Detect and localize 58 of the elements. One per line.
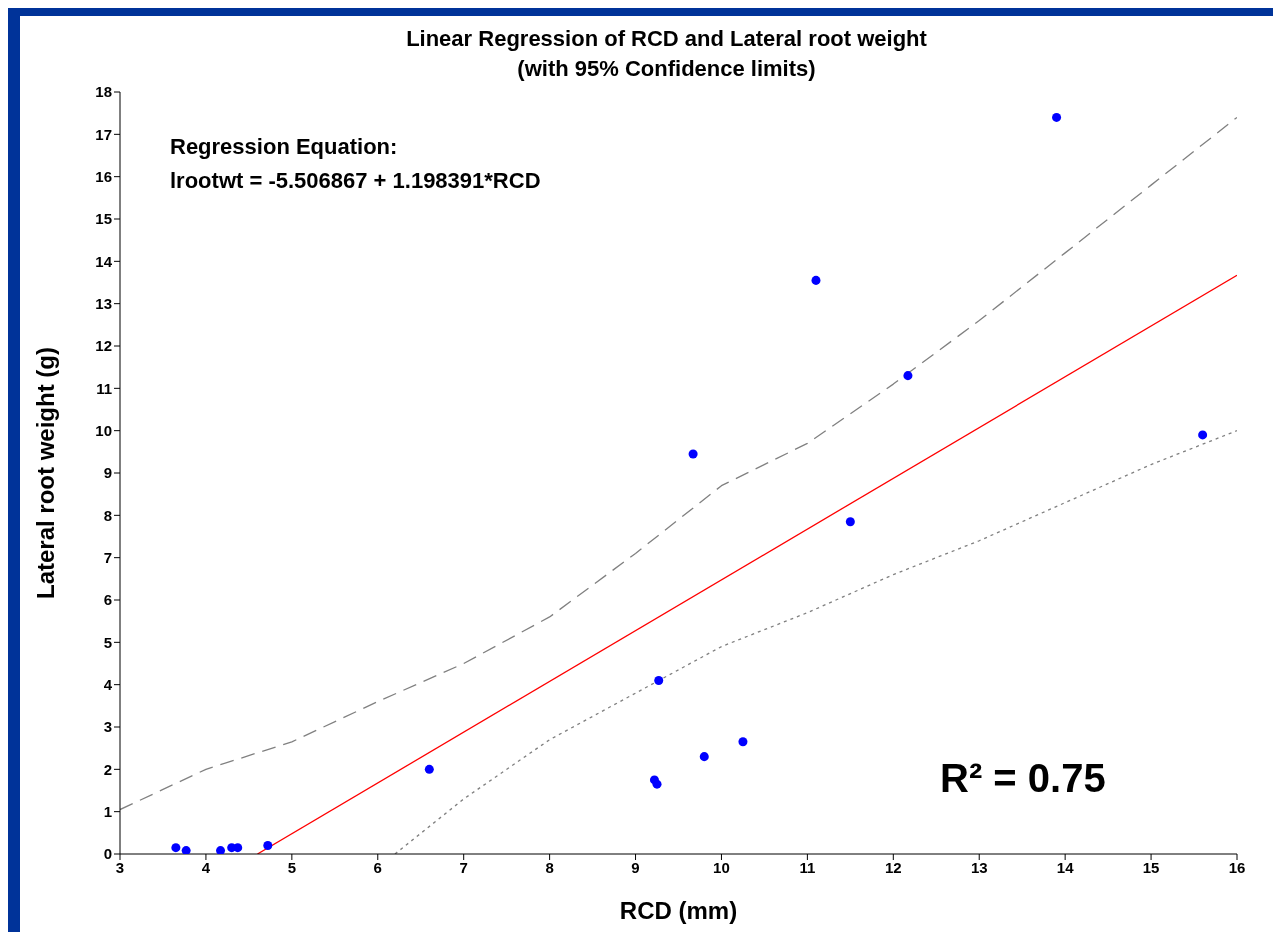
y-tick-label: 15: [95, 210, 112, 228]
point: [1198, 430, 1208, 440]
point: [424, 764, 434, 774]
x-tick-label: 6: [373, 858, 382, 876]
y-tick-label: 9: [103, 464, 112, 482]
y-tick-label: 13: [95, 294, 112, 312]
y-tick-label: 2: [103, 760, 112, 778]
x-tick-label: 9: [631, 858, 640, 876]
point: [688, 449, 698, 459]
point: [181, 846, 191, 854]
point: [738, 737, 748, 747]
annotation: Regression Equation:: [170, 134, 398, 160]
point: [1052, 112, 1062, 122]
x-tick-label: 11: [799, 858, 816, 876]
y-tick-label: 0: [103, 845, 112, 863]
x-tick-label: 16: [1228, 858, 1246, 876]
y-tick-label: 3: [103, 718, 112, 736]
y-tick-label: 11: [96, 379, 112, 397]
point: [811, 275, 821, 285]
chart-subtitle: (with 95% Confidence limits): [516, 55, 817, 83]
y-tick-label: 18: [95, 83, 112, 101]
x-axis-title: RCD (mm): [619, 897, 738, 924]
point: [699, 752, 709, 762]
x-tick-label: 12: [884, 858, 902, 876]
point: [845, 517, 855, 527]
point: [171, 843, 181, 853]
point: [216, 846, 226, 854]
y-axis-title: Lateral root weight (g): [31, 347, 59, 599]
y-tick-label: 8: [103, 506, 112, 524]
y-tick-label: 17: [95, 125, 112, 143]
point: [652, 779, 662, 789]
y-tick-label: 4: [103, 675, 113, 693]
y-tick-label: 5: [103, 633, 112, 651]
x-tick-label: 7: [459, 858, 468, 876]
y-tick-label: 10: [95, 421, 112, 439]
y-tick-label: 7: [103, 548, 112, 566]
y-tick-label: 16: [95, 167, 112, 185]
x-tick-label: 10: [713, 858, 730, 876]
x-tick-label: 4: [201, 858, 211, 876]
x-tick-label: 5: [287, 858, 297, 876]
x-tick-label: 8: [545, 858, 554, 876]
line-series: [120, 116, 1237, 811]
y-tick-label: 12: [95, 337, 112, 355]
point: [233, 843, 243, 853]
annotation: lrootwt = -5.506867 + 1.198391*RCD: [170, 168, 541, 194]
annotation: R² = 0.75: [940, 756, 1106, 801]
y-tick-label: 14: [95, 252, 113, 270]
y-tick-label: 6: [103, 591, 112, 609]
point: [903, 371, 913, 381]
x-tick-label: 3: [115, 858, 125, 876]
chart-title: Linear Regression of RCD and Lateral root weight: [405, 25, 928, 53]
line-series: [394, 430, 1237, 854]
y-tick-label: 1: [103, 802, 112, 820]
x-tick-label: 13: [970, 858, 988, 876]
x-tick-label: 15: [1142, 858, 1160, 876]
point: [263, 841, 273, 851]
x-tick-label: 14: [1056, 858, 1075, 876]
point: [654, 675, 664, 685]
